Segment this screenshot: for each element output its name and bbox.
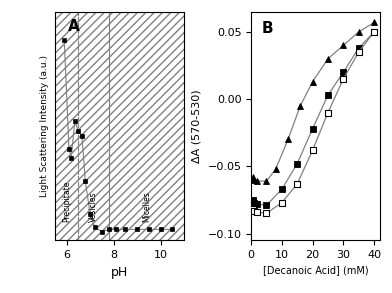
X-axis label: pH: pH [111, 265, 128, 279]
Bar [109, 12, 184, 240]
Bar [78, 12, 109, 240]
Bar [55, 12, 78, 240]
Bar [78, 12, 109, 240]
FancyBboxPatch shape [109, 12, 184, 240]
Text: A: A [68, 18, 80, 34]
Y-axis label: Light Scattering Intensity (a.u.): Light Scattering Intensity (a.u.) [40, 55, 49, 197]
X-axis label: [Decanoic Acid] (mM): [Decanoic Acid] (mM) [263, 265, 368, 275]
Text: Micelles: Micelles [142, 191, 151, 222]
Text: Vesicles: Vesicles [89, 192, 98, 222]
FancyBboxPatch shape [55, 12, 78, 240]
Y-axis label: ΔA (570-530): ΔA (570-530) [192, 89, 202, 163]
Text: B: B [261, 21, 273, 36]
Text: Precipitate: Precipitate [62, 180, 71, 222]
Bar [109, 12, 184, 240]
Bar [55, 12, 78, 240]
FancyBboxPatch shape [78, 12, 109, 240]
